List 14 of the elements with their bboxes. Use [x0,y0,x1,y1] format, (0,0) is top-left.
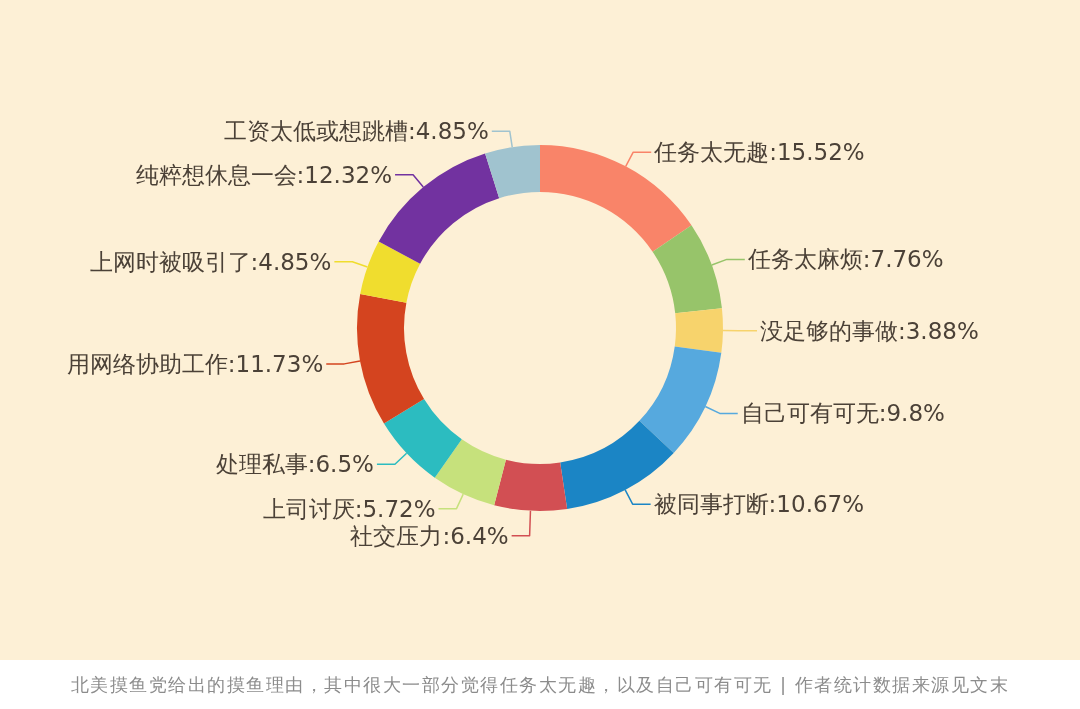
slice-label: 用网络协助工作:11.73% [66,350,324,377]
slice-label: 任务太无趣:15.52% [653,139,865,166]
slice-label: 上网时被吸引了:4.85% [89,248,332,275]
slice-label: 工资太低或想跳槽:4.85% [223,118,489,145]
slice-label: 被同事打断:10.67% [653,491,865,518]
slice-label: 上司讨厌:5.72% [262,495,436,522]
slice-label: 任务太麻烦:7.76% [746,246,944,273]
slice-label: 处理私事:6.5% [215,451,374,478]
text: 北美摸鱼党给出的摸鱼理由，其中很大一部分觉得任务太无趣，以及自己可有可无 | 作者统计数据来源见文末 [70,672,1010,697]
slice-label: 社交压力:6.4% [350,522,509,549]
slice-label: 自己可有可无:9.8% [740,400,945,427]
donut-slice [434,439,506,506]
slice-label: 纯粹想休息一会:12.32% [135,161,393,188]
slice-label: 没足够的事做:3.88% [759,317,979,344]
